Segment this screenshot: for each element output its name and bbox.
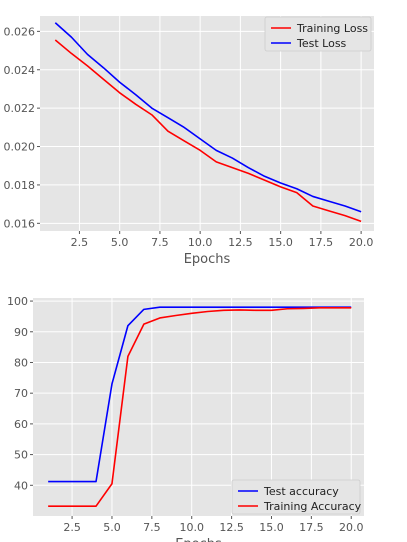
series-line-1	[54, 39, 362, 223]
x-tick-label: 7.5	[151, 236, 169, 249]
legend-label: Training Loss	[296, 22, 368, 35]
y-tick-label: 60	[14, 418, 28, 431]
legend: Training Loss Test Loss	[264, 16, 372, 52]
x-tick-label: 10.0	[188, 236, 213, 249]
x-tick-label: 15.0	[268, 236, 293, 249]
x-tick-label: 12.5	[228, 236, 253, 249]
x-tick-label: 17.5	[309, 236, 334, 249]
x-tick-label: 5.0	[103, 521, 121, 534]
x-tick-label: 15.0	[259, 521, 284, 534]
y-tick-label: 0.016	[4, 217, 36, 230]
x-axis-title: Epochs	[175, 537, 222, 542]
x-tick-label: 10.0	[179, 521, 204, 534]
x-tick-label: 7.5	[143, 521, 161, 534]
x-tick-label: 2.5	[71, 236, 89, 249]
plot-area	[40, 16, 374, 231]
y-tick-label: 90	[14, 326, 28, 339]
legend-box	[231, 479, 361, 515]
y-tick-label: 100	[7, 295, 28, 308]
y-tick-label: 70	[14, 387, 28, 400]
x-tick-label: 20.0	[349, 236, 374, 249]
series-line-2	[54, 22, 362, 213]
x-tick-label: 5.0	[111, 236, 129, 249]
series-line-2	[48, 307, 352, 507]
legend: Test accuracy Training Accuracy	[231, 479, 362, 515]
x-tick-label: 20.0	[339, 521, 364, 534]
y-tick-label: 0.026	[4, 25, 36, 38]
chart-panel-1: 2.5 5.0 7.5 10.0 12.5 15.0 17.5 20.0 0.016 0.018 0…	[4, 16, 374, 267]
y-tick-label: 0.024	[4, 64, 36, 77]
y-tick-label: 0.018	[4, 179, 36, 192]
legend-label: Training Accuracy	[263, 500, 362, 513]
legend-label: Test accuracy	[263, 485, 339, 498]
y-tick-label: 40	[14, 479, 28, 492]
y-tick-label: 0.022	[4, 102, 36, 115]
legend-box	[264, 16, 372, 52]
y-tick-label: 0.020	[4, 141, 36, 154]
x-tick-label: 12.5	[219, 521, 244, 534]
y-tick-label: 50	[14, 449, 28, 462]
x-axis-title: Epochs	[184, 252, 231, 267]
series-line-1	[48, 306, 352, 483]
legend-label: Test Loss	[296, 37, 347, 50]
chart-panel-2: 2.5 5.0 7.5 10.0 12.5 15.0 17.5 20.0 40 50 60 70 80 9…	[7, 295, 364, 542]
x-tick-label: 17.5	[299, 521, 324, 534]
y-tick-label: 80	[14, 356, 28, 369]
x-tick-label: 2.5	[63, 521, 81, 534]
